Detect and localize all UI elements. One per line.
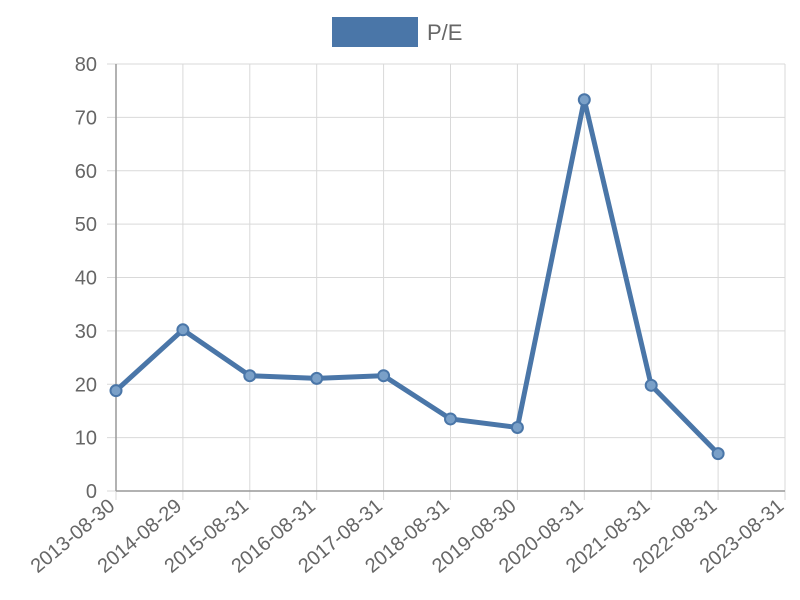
y-tick-label: 60 bbox=[75, 161, 97, 183]
data-point-pe bbox=[444, 412, 457, 426]
data-point-pe bbox=[243, 369, 257, 383]
y-tick-label: 80 bbox=[75, 54, 97, 76]
axes bbox=[115, 64, 785, 492]
data-point-pe bbox=[510, 420, 524, 434]
grid bbox=[107, 63, 786, 500]
y-tick-label: 40 bbox=[75, 268, 97, 290]
y-axis-ticks: 0 10 20 30 40 50 60 70 80 bbox=[75, 54, 97, 503]
y-tick-label: 30 bbox=[75, 321, 97, 343]
series-line-pe bbox=[113, 97, 721, 457]
y-tick-label: 20 bbox=[75, 374, 97, 396]
y-tick-label: 10 bbox=[75, 428, 97, 450]
data-point-pe bbox=[377, 369, 391, 383]
data-point-pe bbox=[577, 93, 591, 107]
data-point-pe bbox=[644, 378, 658, 392]
y-tick-label: 0 bbox=[86, 481, 97, 503]
data-point-pe bbox=[310, 371, 324, 385]
series-pe bbox=[109, 93, 725, 461]
y-tick-label: 50 bbox=[75, 214, 97, 236]
legend-label-pe: P/E bbox=[427, 20, 462, 45]
data-point-pe bbox=[176, 323, 190, 337]
data-point-pe bbox=[711, 447, 725, 461]
legend-swatch-pe bbox=[332, 17, 418, 47]
data-point-pe bbox=[109, 384, 123, 398]
x-axis-ticks: 2013-08-302014-08-292015-08-312016-08-31… bbox=[27, 495, 789, 578]
y-tick-label: 70 bbox=[75, 107, 97, 129]
legend: P/E bbox=[332, 17, 462, 47]
